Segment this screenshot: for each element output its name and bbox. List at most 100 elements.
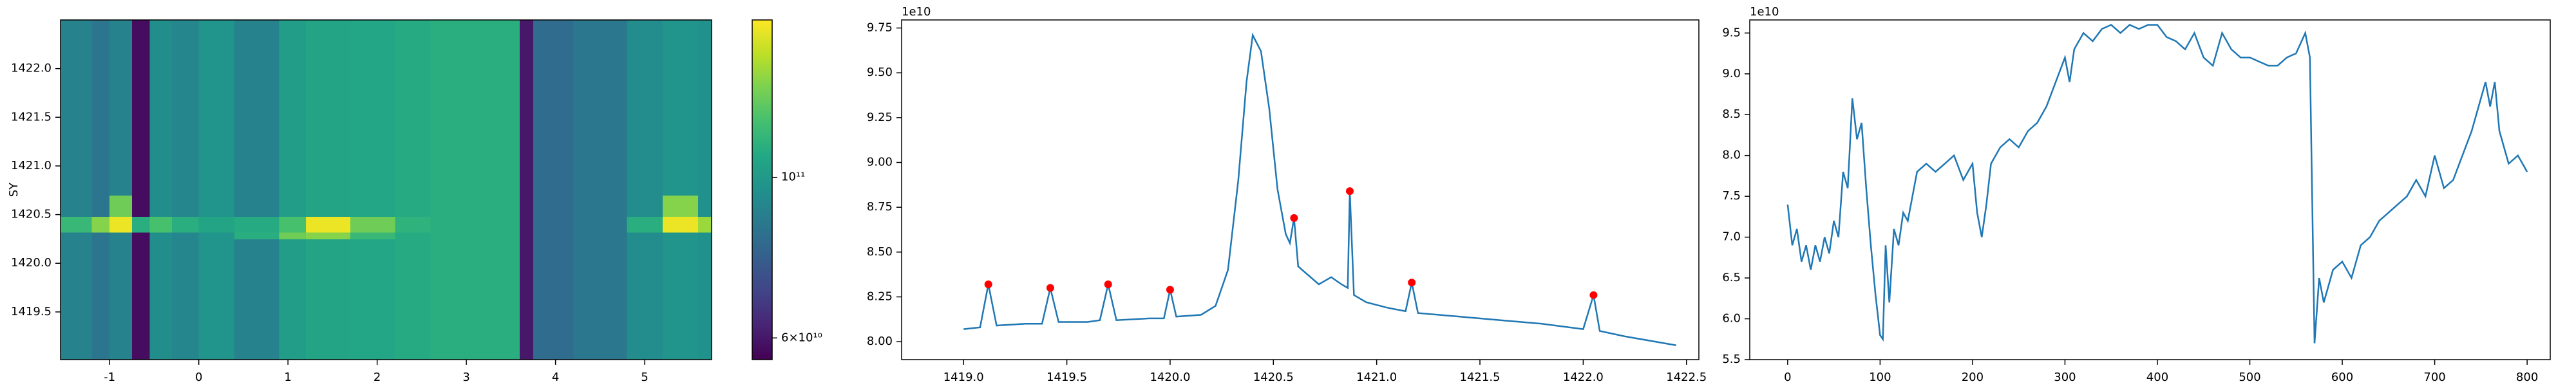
- heatmap-cell: [662, 20, 699, 196]
- y-tick-label: 8.5: [1722, 107, 1741, 121]
- heatmap-cell: [91, 239, 110, 360]
- y-tick-label: 1421.0: [11, 159, 52, 172]
- colorbar-tick-label: 10¹¹: [781, 170, 805, 184]
- x-tick-label: 1420.0: [1150, 371, 1190, 384]
- heatmap-cell: [520, 232, 534, 239]
- heatmap-cell: [466, 216, 520, 233]
- peak-marker: [1408, 279, 1416, 287]
- heatmap-cell: [573, 20, 627, 196]
- heatmap-cell: [627, 232, 663, 239]
- heatmap-cell: [198, 195, 235, 217]
- heatmap-cell: [305, 216, 351, 233]
- x-tick-label: 600: [2331, 371, 2353, 384]
- heatmap-cell: [520, 20, 534, 196]
- heatmap-cell: [149, 195, 173, 217]
- heatmap-cell: [573, 239, 627, 360]
- heatmap-cell: [430, 20, 467, 196]
- heatmap-cell: [430, 216, 467, 233]
- y-tick-label: 1421.5: [11, 110, 52, 124]
- y-tick-label: 6.5: [1722, 271, 1741, 284]
- heatmap-cell: [109, 232, 133, 239]
- x-tick-label: -1: [104, 371, 115, 384]
- heatmap-cell: [305, 232, 351, 239]
- y-offset-label: 1e10: [902, 5, 931, 19]
- x-tick-label: 300: [2054, 371, 2076, 384]
- heatmap-cell: [395, 239, 431, 360]
- y-tick-label: 5.5: [1722, 353, 1741, 366]
- y-tick-label: 8.0: [1722, 149, 1741, 162]
- heatmap-cell: [350, 232, 395, 239]
- heatmap-cell: [91, 195, 110, 217]
- y-tick-label: 9.5: [1722, 26, 1741, 39]
- heatmap-cell: [109, 239, 133, 360]
- y-tick-label: 8.25: [867, 290, 893, 303]
- peak-marker: [1345, 187, 1354, 196]
- heatmap-cell: [61, 216, 92, 233]
- heatmap-cell: [172, 195, 200, 217]
- heatmap-cell: [573, 195, 627, 217]
- x-tick-label: 1422.0: [1563, 371, 1604, 384]
- heatmap-cell: [234, 20, 279, 196]
- x-tick-label: 1: [284, 371, 291, 384]
- y-tick-label: 8.50: [867, 245, 893, 259]
- heatmap-cell: [698, 239, 712, 360]
- heatmap-cell: [109, 216, 133, 233]
- heatmap-cell: [305, 195, 351, 217]
- heatmap-cell: [573, 216, 627, 233]
- y-tick-label: 9.0: [1722, 67, 1741, 80]
- peak-marker: [1166, 286, 1174, 294]
- y-axis-label: SY: [7, 182, 21, 197]
- heatmap-cell: [533, 20, 574, 196]
- x-tick-label: 0: [1784, 371, 1791, 384]
- heatmap-cell: [466, 195, 520, 217]
- peak-marker: [984, 280, 992, 288]
- heatmap-cell: [131, 216, 150, 233]
- heatmap-cell: [430, 239, 467, 360]
- heatmap-cell: [172, 216, 200, 233]
- y-tick-label: 1420.5: [11, 208, 52, 221]
- y-tick-label: 9.75: [867, 21, 893, 35]
- heatmap-cell: [91, 232, 110, 239]
- heatmap-cell: [520, 216, 534, 233]
- y-tick-label: 7.5: [1722, 189, 1741, 203]
- heatmap-cell: [395, 195, 431, 217]
- axes-frame: [1749, 19, 2551, 360]
- x-tick-label: 0: [195, 371, 202, 384]
- heatmap-cell: [279, 216, 307, 233]
- x-tick-label: 1421.5: [1460, 371, 1501, 384]
- x-tick-label: 500: [2239, 371, 2260, 384]
- x-tick-label: 1422.5: [1666, 371, 1707, 384]
- heatmap-cell: [466, 239, 520, 360]
- heatmap-cell: [350, 20, 395, 196]
- heatmap-cell: [395, 216, 431, 233]
- x-tick-label: 200: [1962, 371, 1984, 384]
- colorbar-tick-label: 6×10¹⁰: [781, 331, 822, 344]
- axes-frame: [60, 19, 712, 360]
- heatmap-cell: [234, 232, 279, 239]
- peak-marker: [1104, 280, 1112, 288]
- heatmap-cell: [698, 232, 712, 239]
- heatmap-cell: [520, 239, 534, 360]
- x-tick-label: 400: [2146, 371, 2168, 384]
- heatmap-cell: [61, 20, 92, 196]
- heatmap-cell: [61, 239, 92, 360]
- heatmap-cell: [149, 232, 173, 239]
- heatmap-cell: [61, 232, 92, 239]
- heatmap-cell: [662, 239, 699, 360]
- heatmap-cell: [279, 239, 307, 360]
- heatmap-cell: [91, 216, 110, 233]
- heatmap-cell: [172, 20, 200, 196]
- heatmap-cell: [466, 232, 520, 239]
- heatmap-cell: [533, 195, 574, 217]
- x-tick-label: 100: [1869, 371, 1891, 384]
- heatmap-cell: [109, 195, 133, 217]
- heatmap-cell: [234, 239, 279, 360]
- y-tick-label: 1419.5: [11, 305, 52, 318]
- y-tick-label: 6.0: [1722, 312, 1741, 326]
- heatmap-cell: [395, 20, 431, 196]
- peak-marker: [1589, 291, 1598, 299]
- heatmap-cell: [61, 195, 92, 217]
- heatmap-cell: [305, 20, 351, 196]
- y-tick-label: 7.0: [1722, 230, 1741, 244]
